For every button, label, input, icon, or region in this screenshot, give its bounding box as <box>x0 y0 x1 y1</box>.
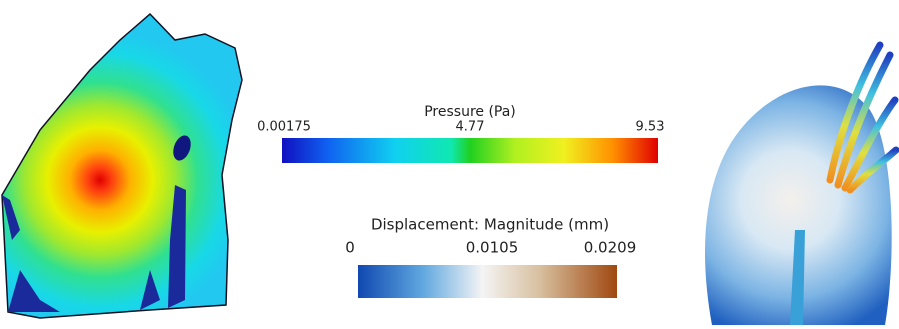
legend-title: Pressure (Pa) <box>424 104 516 120</box>
legend-tick: 0 <box>345 239 355 257</box>
legend-tick: 0.0209 <box>584 239 637 257</box>
legend-tick: 0.00175 <box>257 120 311 135</box>
legend-tick: 4.77 <box>456 120 485 135</box>
legend-title: Displacement: Magnitude (mm) <box>371 216 609 234</box>
displacement-model <box>705 41 899 325</box>
legend-tick: 0.0105 <box>466 239 519 257</box>
pressure-map <box>1 12 243 319</box>
colorbar <box>282 138 658 163</box>
legend-tick: 9.53 <box>636 120 665 135</box>
colorbar <box>358 265 617 298</box>
